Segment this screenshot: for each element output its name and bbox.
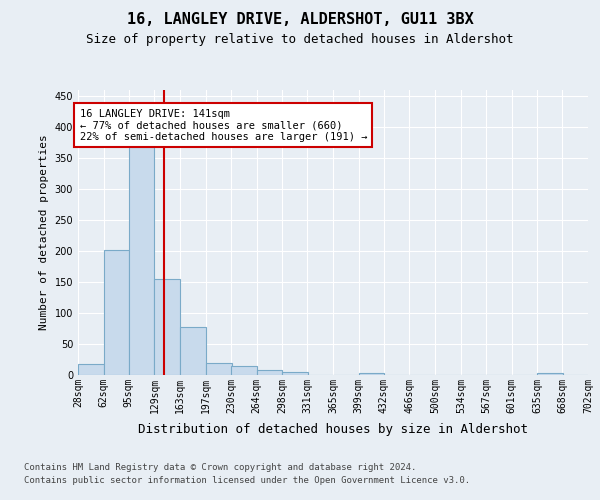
Bar xyxy=(78,364,104,375)
Bar xyxy=(283,372,308,375)
Bar xyxy=(538,372,563,375)
Text: 16, LANGLEY DRIVE, ALDERSHOT, GU11 3BX: 16, LANGLEY DRIVE, ALDERSHOT, GU11 3BX xyxy=(127,12,473,28)
Text: Distribution of detached houses by size in Aldershot: Distribution of detached houses by size … xyxy=(138,422,528,436)
Bar xyxy=(257,370,283,375)
Bar xyxy=(154,279,180,375)
Text: Size of property relative to detached houses in Aldershot: Size of property relative to detached ho… xyxy=(86,32,514,46)
Y-axis label: Number of detached properties: Number of detached properties xyxy=(39,134,49,330)
Text: 16 LANGLEY DRIVE: 141sqm
← 77% of detached houses are smaller (660)
22% of semi-: 16 LANGLEY DRIVE: 141sqm ← 77% of detach… xyxy=(80,108,367,142)
Bar xyxy=(231,366,257,375)
Text: Contains HM Land Registry data © Crown copyright and database right 2024.: Contains HM Land Registry data © Crown c… xyxy=(24,462,416,471)
Text: Contains public sector information licensed under the Open Government Licence v3: Contains public sector information licen… xyxy=(24,476,470,485)
Bar xyxy=(180,328,206,375)
Bar xyxy=(104,250,130,375)
Bar xyxy=(128,147,154,375)
Bar xyxy=(359,372,385,375)
Bar xyxy=(206,362,232,375)
